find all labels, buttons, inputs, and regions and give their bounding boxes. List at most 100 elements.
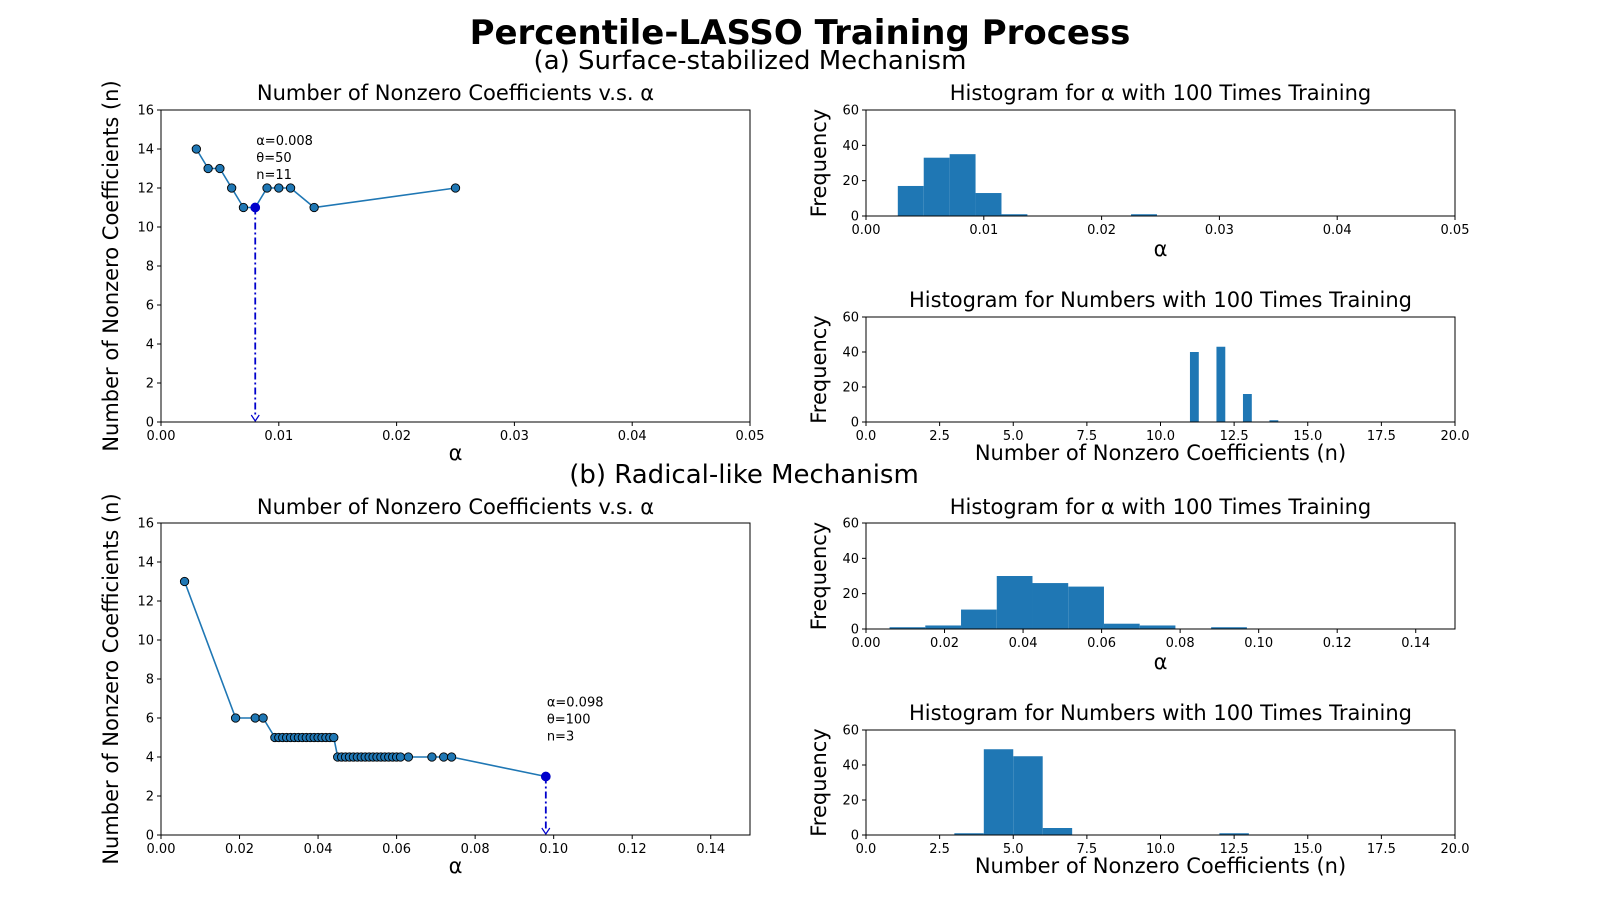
x-tick-label: 0.02 bbox=[1087, 223, 1116, 238]
plot-frame bbox=[160, 109, 751, 423]
x-tick-label: 0.03 bbox=[500, 429, 529, 444]
histogram-bar bbox=[1032, 583, 1069, 629]
x-tick-label: 0.10 bbox=[539, 842, 568, 857]
y-tick-label: 0 bbox=[146, 829, 154, 844]
x-tick-label: 2.5 bbox=[929, 842, 950, 857]
y-tick-label: 60 bbox=[842, 104, 859, 119]
y-tick-label: 60 bbox=[842, 724, 859, 739]
y-tick-label: 2 bbox=[146, 790, 154, 805]
annotation-line: θ=100 bbox=[547, 712, 591, 727]
x-tick-label: 5.0 bbox=[1003, 429, 1024, 444]
y-tick-label: 0 bbox=[851, 623, 859, 638]
histogram-bar bbox=[983, 749, 1014, 835]
x-tick-label: 0.08 bbox=[461, 842, 490, 857]
x-tick-label: 0.0 bbox=[856, 842, 877, 857]
y-tick-label: 8 bbox=[146, 260, 154, 275]
y-tick-label: 8 bbox=[146, 673, 154, 688]
histogram-bar bbox=[1139, 625, 1176, 629]
annotation-line: n=11 bbox=[256, 168, 292, 183]
x-tick-label: 0.08 bbox=[1166, 636, 1195, 651]
section-b-title: (b) Radical-like Mechanism bbox=[569, 460, 919, 490]
panel-title: Histogram for Numbers with 100 Times Tra… bbox=[909, 701, 1412, 725]
panel-title: Number of Nonzero Coefficients v.s. α bbox=[257, 495, 654, 519]
y-axis-label: Frequency bbox=[807, 728, 831, 837]
y-tick-label: 14 bbox=[137, 556, 154, 571]
histogram-bar bbox=[975, 193, 1002, 216]
figure-title: Percentile-LASSO Training Process bbox=[470, 13, 1131, 53]
annotation-line: α=0.008 bbox=[256, 134, 313, 149]
y-axis-label: Number of Nonzero Coefficients (n) bbox=[99, 80, 123, 451]
y-axis-label: Number of Nonzero Coefficients (n) bbox=[99, 493, 123, 864]
histogram-bar bbox=[1068, 586, 1104, 629]
x-tick-label: 0.01 bbox=[264, 429, 293, 444]
y-tick-label: 40 bbox=[842, 552, 859, 567]
y-tick-label: 10 bbox=[137, 221, 154, 236]
x-tick-label: 5.0 bbox=[1003, 842, 1024, 857]
highlight-point bbox=[250, 202, 261, 213]
y-tick-label: 20 bbox=[842, 587, 859, 602]
panel-b-number-histogram: 0.0 2.5 5.0 7.5 10.0 12.5 15.0 17.5 20.0 0 20 40 60 H… bbox=[807, 701, 1469, 878]
x-tick-label: 17.5 bbox=[1367, 842, 1396, 857]
panel-b-line-chart: α=0.098 θ=100 n=3 0.00 0.02 0.04 0.06 0.08 0.10 0… bbox=[99, 493, 751, 878]
y-tick-label: 10 bbox=[137, 634, 154, 649]
y-tick-label: 14 bbox=[137, 143, 154, 158]
x-tick-label: 7.5 bbox=[1077, 842, 1098, 857]
x-tick-label: 0.06 bbox=[1087, 636, 1116, 651]
y-tick-label: 16 bbox=[137, 104, 154, 119]
x-tick-label: 0.05 bbox=[736, 429, 765, 444]
histogram-bar bbox=[1189, 352, 1199, 422]
histogram-bar bbox=[1103, 623, 1140, 629]
y-axis-label: Frequency bbox=[807, 522, 831, 631]
panel-b-alpha-histogram: 0.00 0.02 0.04 0.06 0.08 0.10 0.12 0.14 0 20 40 60 H… bbox=[807, 495, 1456, 674]
x-tick-label: 0.04 bbox=[618, 429, 647, 444]
y-tick-label: 12 bbox=[137, 595, 154, 610]
annotation-line: α=0.098 bbox=[547, 695, 604, 710]
histogram-bar bbox=[1242, 394, 1252, 422]
x-tick-label: 7.5 bbox=[1077, 429, 1098, 444]
histogram-bar bbox=[961, 609, 997, 629]
highlight-arrow-head bbox=[250, 414, 260, 423]
y-tick-label: 40 bbox=[842, 346, 859, 361]
x-tick-label: 10.0 bbox=[1146, 842, 1175, 857]
y-tick-label: 20 bbox=[842, 381, 859, 396]
data-point bbox=[179, 576, 190, 587]
x-axis-label: α bbox=[1154, 650, 1168, 674]
data-point bbox=[230, 713, 241, 723]
x-tick-label: 0.02 bbox=[382, 429, 411, 444]
annotation-line: n=3 bbox=[547, 729, 574, 744]
plot-frame bbox=[160, 522, 751, 836]
y-tick-label: 20 bbox=[842, 794, 859, 809]
panel-a-number-histogram: 0.0 2.5 5.0 7.5 10.0 12.5 15.0 17.5 20.0 0 20 40 60 H… bbox=[807, 288, 1469, 465]
y-tick-label: 0 bbox=[851, 210, 859, 225]
x-axis-label: α bbox=[1154, 237, 1168, 261]
histogram-bar bbox=[925, 625, 962, 629]
x-axis-label: Number of Nonzero Coefficients (n) bbox=[975, 441, 1346, 465]
data-point bbox=[450, 183, 461, 193]
panel-a-line-chart: α=0.008 θ=50 n=11 0.00 0.01 0.02 0.03 0.04 0.05 0… bbox=[99, 80, 764, 465]
x-tick-label: 0.0 bbox=[856, 429, 877, 444]
x-tick-label: 0.00 bbox=[852, 223, 881, 238]
y-tick-label: 40 bbox=[842, 139, 859, 154]
x-tick-label: 0.10 bbox=[1244, 636, 1273, 651]
histogram-bar bbox=[996, 576, 1033, 629]
histogram-bar bbox=[1216, 346, 1226, 422]
highlight-arrow-head bbox=[541, 827, 551, 836]
x-axis-label: Number of Nonzero Coefficients (n) bbox=[975, 854, 1346, 878]
histogram-bar bbox=[1219, 833, 1249, 835]
data-point bbox=[285, 183, 296, 193]
y-tick-label: 40 bbox=[842, 759, 859, 774]
data-point bbox=[250, 713, 260, 723]
x-tick-label: 0.14 bbox=[696, 842, 725, 857]
x-tick-label: 10.0 bbox=[1146, 429, 1175, 444]
x-tick-label: 17.5 bbox=[1367, 429, 1396, 444]
y-axis-label: Frequency bbox=[807, 315, 831, 424]
x-tick-label: 0.14 bbox=[1401, 636, 1430, 651]
y-tick-label: 12 bbox=[137, 182, 154, 197]
plot-frame bbox=[865, 729, 1456, 836]
histogram-bar bbox=[1001, 214, 1028, 216]
y-tick-label: 60 bbox=[842, 311, 859, 326]
x-tick-label: 0.02 bbox=[225, 842, 254, 857]
y-tick-label: 16 bbox=[137, 517, 154, 532]
data-point bbox=[309, 202, 319, 213]
